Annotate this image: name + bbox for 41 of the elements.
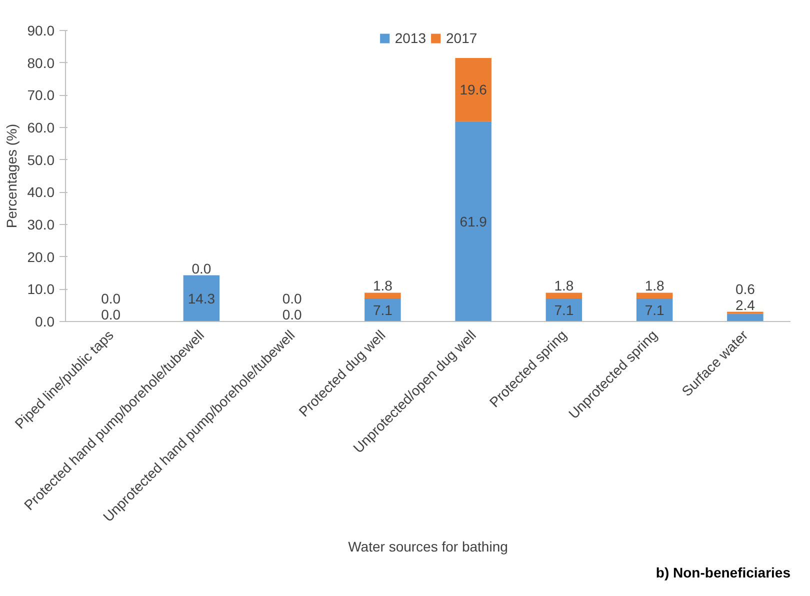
y-tick-label: 70.0 xyxy=(27,87,55,104)
bar xyxy=(455,58,492,122)
data-label: 7.1 xyxy=(644,302,665,318)
y-tick-label: 0.0 xyxy=(35,314,55,330)
y-tick-label: 80.0 xyxy=(27,54,55,71)
data-label: 2.4 xyxy=(735,296,756,313)
bar xyxy=(546,298,582,322)
y-tick-label: 30.0 xyxy=(27,216,55,232)
bar xyxy=(727,314,764,322)
data-label: 0.6 xyxy=(735,280,756,297)
data-label: 61.9 xyxy=(460,213,488,230)
bar xyxy=(183,275,220,322)
bar xyxy=(546,292,582,299)
x-axis-title: Water sources for bathing xyxy=(348,538,508,554)
data-label: 0.0 xyxy=(282,290,302,306)
bar xyxy=(455,121,492,322)
legend-label: 2017 xyxy=(446,30,478,46)
y-tick-label: 60.0 xyxy=(27,120,55,136)
data-label: 1.8 xyxy=(372,278,393,294)
data-label: 0.0 xyxy=(101,290,121,306)
bar xyxy=(364,292,401,299)
y-axis-title: Percentages (%) xyxy=(3,124,20,228)
y-tick-label: 40.0 xyxy=(27,184,55,200)
bar xyxy=(364,298,401,322)
y-tick-label: 90.0 xyxy=(27,22,55,38)
data-label: 0.0 xyxy=(192,260,212,276)
legend-label: 2013 xyxy=(394,30,426,46)
data-label: 19.6 xyxy=(460,82,488,98)
data-label: 1.8 xyxy=(644,278,665,294)
y-tick-label: 10.0 xyxy=(27,281,55,298)
text: b) Non-beneficiaries xyxy=(656,564,791,580)
y-tick-label: 50.0 xyxy=(27,152,55,168)
data-label: 14.3 xyxy=(188,290,216,306)
data-label: 0.0 xyxy=(282,306,302,322)
data-label: 0.0 xyxy=(101,306,121,322)
data-label: 7.1 xyxy=(372,302,393,318)
bar xyxy=(636,298,673,322)
data-label: 7.1 xyxy=(554,302,574,318)
y-tick-label: 20.0 xyxy=(27,248,55,265)
data-label: 1.8 xyxy=(554,278,574,294)
bar xyxy=(636,292,673,299)
